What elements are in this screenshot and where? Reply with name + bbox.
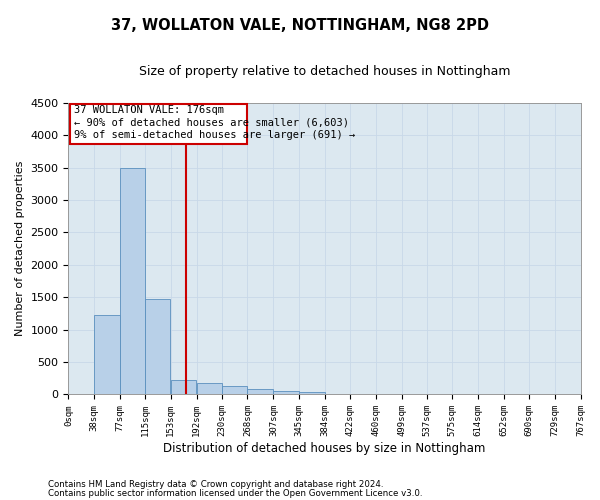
Text: 37 WOLLATON VALE: 176sqm: 37 WOLLATON VALE: 176sqm <box>74 105 224 115</box>
Y-axis label: Number of detached properties: Number of detached properties <box>15 161 25 336</box>
Text: 9% of semi-detached houses are larger (691) →: 9% of semi-detached houses are larger (6… <box>74 130 355 140</box>
Bar <box>120 168 145 394</box>
Title: Size of property relative to detached houses in Nottingham: Size of property relative to detached ho… <box>139 65 510 78</box>
Bar <box>170 380 196 394</box>
Bar <box>222 386 247 394</box>
Bar <box>274 390 299 394</box>
Text: 37, WOLLATON VALE, NOTTINGHAM, NG8 2PD: 37, WOLLATON VALE, NOTTINGHAM, NG8 2PD <box>111 18 489 32</box>
Text: Contains public sector information licensed under the Open Government Licence v3: Contains public sector information licen… <box>48 488 422 498</box>
Bar <box>247 388 273 394</box>
Text: Contains HM Land Registry data © Crown copyright and database right 2024.: Contains HM Land Registry data © Crown c… <box>48 480 383 489</box>
Bar <box>94 314 120 394</box>
Text: ← 90% of detached houses are smaller (6,603): ← 90% of detached houses are smaller (6,… <box>74 118 349 128</box>
Bar <box>299 392 325 394</box>
X-axis label: Distribution of detached houses by size in Nottingham: Distribution of detached houses by size … <box>163 442 485 455</box>
Bar <box>197 384 222 394</box>
Bar <box>70 104 247 144</box>
Bar <box>145 299 170 394</box>
